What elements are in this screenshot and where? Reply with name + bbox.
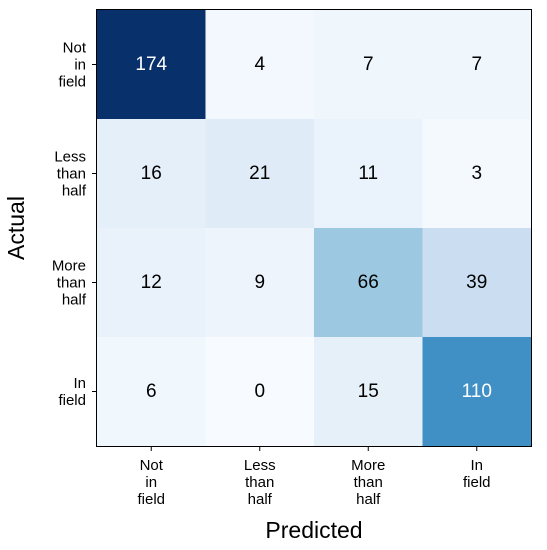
cell-value-label: 11	[358, 163, 378, 184]
heatmap-cell-r1-c3	[422, 119, 532, 229]
heatmap-cell-r0-c2	[314, 10, 423, 120]
heatmap-cells	[97, 10, 532, 447]
cell-value-label: 7	[363, 54, 374, 75]
cell-value-labels: 174 4 7 7 16 21 11 3 12 9 66 39 6 0 15 110	[135, 54, 492, 402]
cell-value-label: 6	[146, 381, 157, 402]
x-tick-label: Not in field	[137, 457, 165, 508]
heatmap-cell-r2-c2	[314, 228, 423, 338]
heatmap-cell-r3-c1	[205, 337, 315, 447]
y-tick-label: Not in field	[58, 40, 86, 91]
heatmap-cell-r0-c0	[97, 10, 206, 120]
heatmap-cell-r1-c1	[205, 119, 315, 229]
heatmap-cell-r1-c0	[97, 119, 206, 229]
heatmap-cell-r2-c0	[97, 228, 206, 338]
y-axis-ticks: Not in field Less than half More than half In fiel…	[52, 40, 97, 409]
heatmap-cell-r3-c2	[314, 337, 423, 447]
cell-value-label: 16	[141, 163, 162, 184]
cell-value-label: 4	[254, 54, 265, 75]
heatmap-cell-r2-c3	[422, 228, 532, 338]
x-axis-title: Predicted	[265, 517, 362, 543]
heatmap-cell-r1-c2	[314, 119, 423, 229]
y-tick-label: In field	[58, 375, 86, 409]
cell-value-label: 110	[462, 381, 492, 402]
x-axis-ticks: Not in field Less than half More than half In fiel…	[137, 446, 491, 508]
cell-value-label: 0	[254, 381, 265, 402]
cell-value-label: 39	[466, 272, 487, 293]
x-tick-label: In field	[463, 457, 491, 491]
cell-value-label: 12	[141, 272, 162, 293]
x-tick-label: Less than half	[244, 457, 276, 508]
cell-value-label: 66	[358, 272, 379, 293]
cell-value-label: 15	[358, 381, 379, 402]
heatmap-cell-r0-c3	[422, 10, 532, 120]
cell-value-label: 9	[254, 272, 265, 293]
cell-value-label: 3	[471, 163, 482, 184]
y-axis-title: Actual	[3, 196, 29, 260]
cell-value-label: 21	[249, 163, 270, 184]
heatmap-cell-r3-c0	[97, 337, 206, 447]
cell-value-label: 7	[471, 54, 482, 75]
x-tick-label: More than half	[351, 457, 385, 508]
y-tick-label: More than half	[52, 258, 87, 309]
heatmap-cell-r2-c1	[205, 228, 315, 338]
heatmap-cell-r3-c3	[422, 337, 532, 447]
cell-value-label: 174	[135, 54, 167, 75]
heatmap-cell-r0-c1	[205, 10, 315, 120]
plot-frame	[96, 9, 532, 447]
y-tick-label: Less than half	[54, 149, 87, 200]
